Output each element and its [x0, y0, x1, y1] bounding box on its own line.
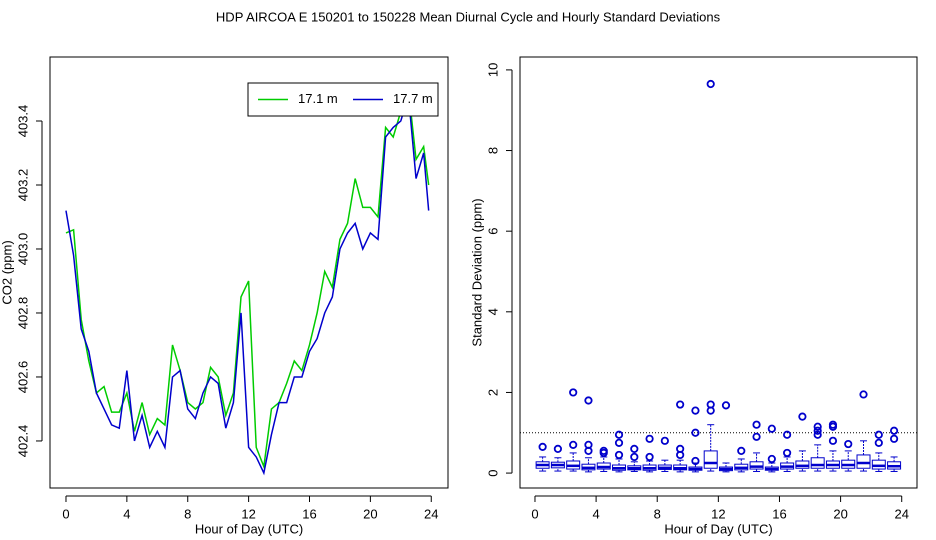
outlier — [676, 450, 685, 460]
outlier — [828, 436, 838, 445]
outlier — [706, 79, 715, 89]
outlier — [874, 438, 883, 447]
outlier — [569, 440, 578, 449]
outlier — [614, 430, 624, 439]
data-line — [65, 95, 430, 476]
x-tick-label: 24 — [424, 506, 438, 521]
outlier — [889, 434, 899, 443]
y-tick-label: 8 — [485, 147, 500, 154]
x-tick-label: 0 — [62, 506, 69, 521]
data-line — [65, 88, 430, 470]
outlier — [813, 422, 822, 431]
x-tick-label: 16 — [302, 506, 316, 521]
outlier — [767, 454, 776, 464]
x-tick-label: 20 — [363, 506, 377, 521]
y-tick-label: 403.4 — [15, 105, 30, 138]
x-tick-label: 20 — [833, 506, 847, 521]
y-tick-label: 0 — [485, 469, 500, 476]
outlier — [691, 428, 700, 437]
x-tick-label: 24 — [894, 506, 908, 521]
outlier — [630, 444, 639, 453]
y-tick-label: 403.0 — [15, 233, 30, 266]
outlier — [584, 396, 593, 405]
outlier — [874, 430, 883, 439]
outlier — [553, 444, 562, 453]
outlier — [630, 452, 639, 462]
outlier — [614, 438, 624, 447]
outlier — [813, 430, 822, 439]
x-axis-label: Hour of Day (UTC) — [664, 521, 772, 536]
outlier — [767, 424, 776, 433]
y-axis-label: CO2 (ppm) — [0, 240, 14, 304]
x-tick-label: 16 — [772, 506, 786, 521]
legend-label: 17.1 m — [298, 91, 338, 106]
box — [856, 454, 871, 469]
plot-frame — [49, 56, 449, 489]
x-tick-label: 4 — [592, 506, 599, 521]
figure-title: HDP AIRCOA E 150201 to 150228 Mean Diurn… — [216, 9, 721, 24]
outlier — [783, 430, 792, 439]
outlier — [783, 448, 792, 458]
outlier — [645, 452, 654, 462]
y-tick-label: 402.6 — [15, 361, 30, 394]
outlier — [828, 422, 838, 431]
x-tick-label: 0 — [531, 506, 538, 521]
outlier — [691, 406, 700, 415]
outlier — [614, 450, 624, 460]
box — [810, 457, 825, 469]
x-tick-label: 8 — [654, 506, 661, 521]
outlier — [752, 432, 761, 441]
plot-frame — [519, 56, 918, 489]
y-tick-label: 10 — [485, 63, 500, 77]
legend-label: 17.7 m — [393, 91, 433, 106]
y-tick-label: 403.2 — [15, 169, 30, 202]
x-tick-label: 12 — [711, 506, 725, 521]
outlier — [721, 401, 731, 410]
y-tick-label: 402.8 — [15, 297, 30, 330]
outlier — [691, 456, 700, 466]
outlier — [569, 388, 578, 397]
x-axis-label: Hour of Day (UTC) — [195, 521, 303, 536]
outlier — [813, 426, 822, 435]
y-tick-label: 402.4 — [15, 425, 30, 458]
outlier — [889, 426, 899, 435]
outlier — [844, 439, 853, 449]
outlier — [660, 436, 669, 445]
outlier — [584, 446, 593, 456]
outlier — [676, 400, 685, 409]
outlier — [752, 420, 761, 429]
y-axis-label: Standard Deviation (ppm) — [469, 198, 484, 346]
y-tick-label: 6 — [485, 228, 500, 235]
outlier — [798, 412, 807, 421]
outlier — [538, 442, 547, 451]
outlier — [599, 448, 608, 458]
y-tick-label: 2 — [485, 389, 500, 396]
outlier — [645, 434, 654, 443]
outlier — [737, 446, 746, 456]
box — [703, 450, 718, 469]
outlier — [706, 406, 715, 415]
x-tick-label: 12 — [241, 506, 255, 521]
x-tick-label: 4 — [123, 506, 130, 521]
y-tick-label: 4 — [485, 308, 500, 315]
outlier — [859, 390, 868, 399]
x-tick-label: 8 — [184, 506, 191, 521]
